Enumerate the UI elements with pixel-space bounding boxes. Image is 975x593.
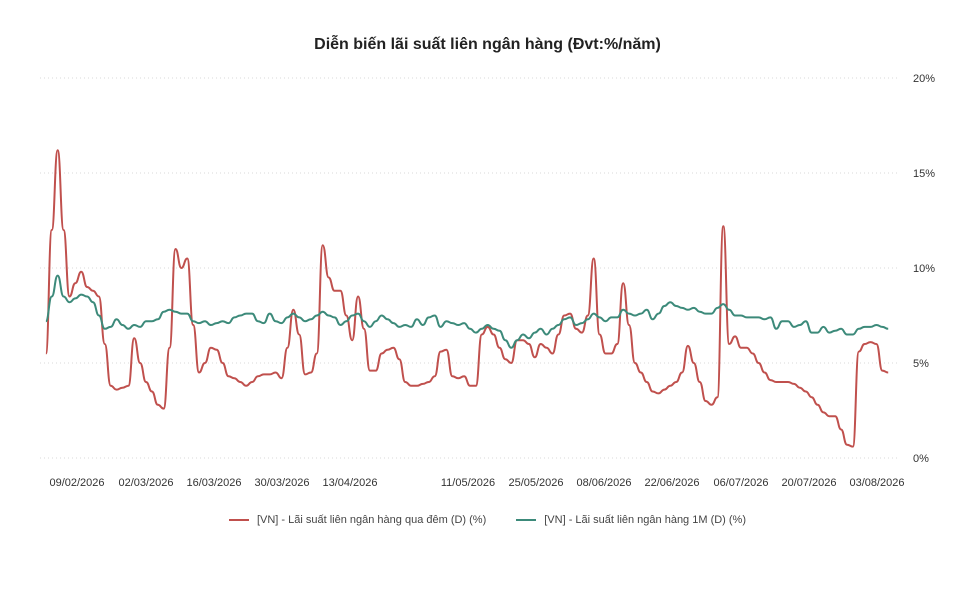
series-lines	[44, 149, 889, 448]
legend-swatch-1m	[516, 519, 537, 521]
y-tick-label: 10%	[913, 263, 935, 275]
x-tick-label: 20/07/2026	[781, 477, 836, 489]
series-line-overnight	[44, 149, 889, 448]
x-tick-label: 22/06/2026	[644, 477, 699, 489]
y-axis-ticks: 0% 5% 10% 15% 20%	[913, 73, 935, 465]
x-tick-label: 09/02/2026	[49, 477, 104, 489]
chart-title: Diễn biến lãi suất liên ngân hàng (Đvt:%…	[314, 36, 661, 53]
y-tick-label: 15%	[913, 168, 935, 180]
y-tick-label: 5%	[913, 358, 929, 370]
x-tick-label: 25/05/2026	[508, 477, 563, 489]
legend-label-1m: [VN] - Lãi suất liên ngân hàng 1M (D) (%…	[544, 514, 747, 526]
y-tick-label: 0%	[913, 453, 929, 465]
legend-item-overnight[interactable]: [VN] - Lãi suất liên ngân hàng qua đêm (…	[228, 514, 487, 526]
legend-item-1m[interactable]: [VN] - Lãi suất liên ngân hàng 1M (D) (%…	[516, 514, 746, 526]
x-axis-ticks: 09/02/2026 02/03/2026 16/03/2026 30/03/2026…	[49, 477, 904, 489]
x-tick-label: 13/04/2026	[322, 477, 377, 489]
x-tick-label: 08/06/2026	[576, 477, 631, 489]
legend: [VN] - Lãi suất liên ngân hàng qua đêm (…	[0, 514, 975, 526]
x-tick-label: 06/07/2026	[713, 477, 768, 489]
y-tick-label: 20%	[913, 73, 935, 85]
x-tick-label: 03/08/2026	[849, 477, 904, 489]
x-tick-label: 02/03/2026	[118, 477, 173, 489]
x-tick-label: 30/03/2026	[254, 477, 309, 489]
series-line-1m	[44, 274, 889, 349]
x-tick-label: 16/03/2026	[186, 477, 241, 489]
legend-label-overnight: [VN] - Lãi suất liên ngân hàng qua đêm (…	[256, 514, 487, 526]
x-tick-label: 11/05/2026	[441, 477, 495, 489]
grid-lines	[40, 77, 900, 459]
legend-swatch-overnight	[228, 519, 249, 521]
